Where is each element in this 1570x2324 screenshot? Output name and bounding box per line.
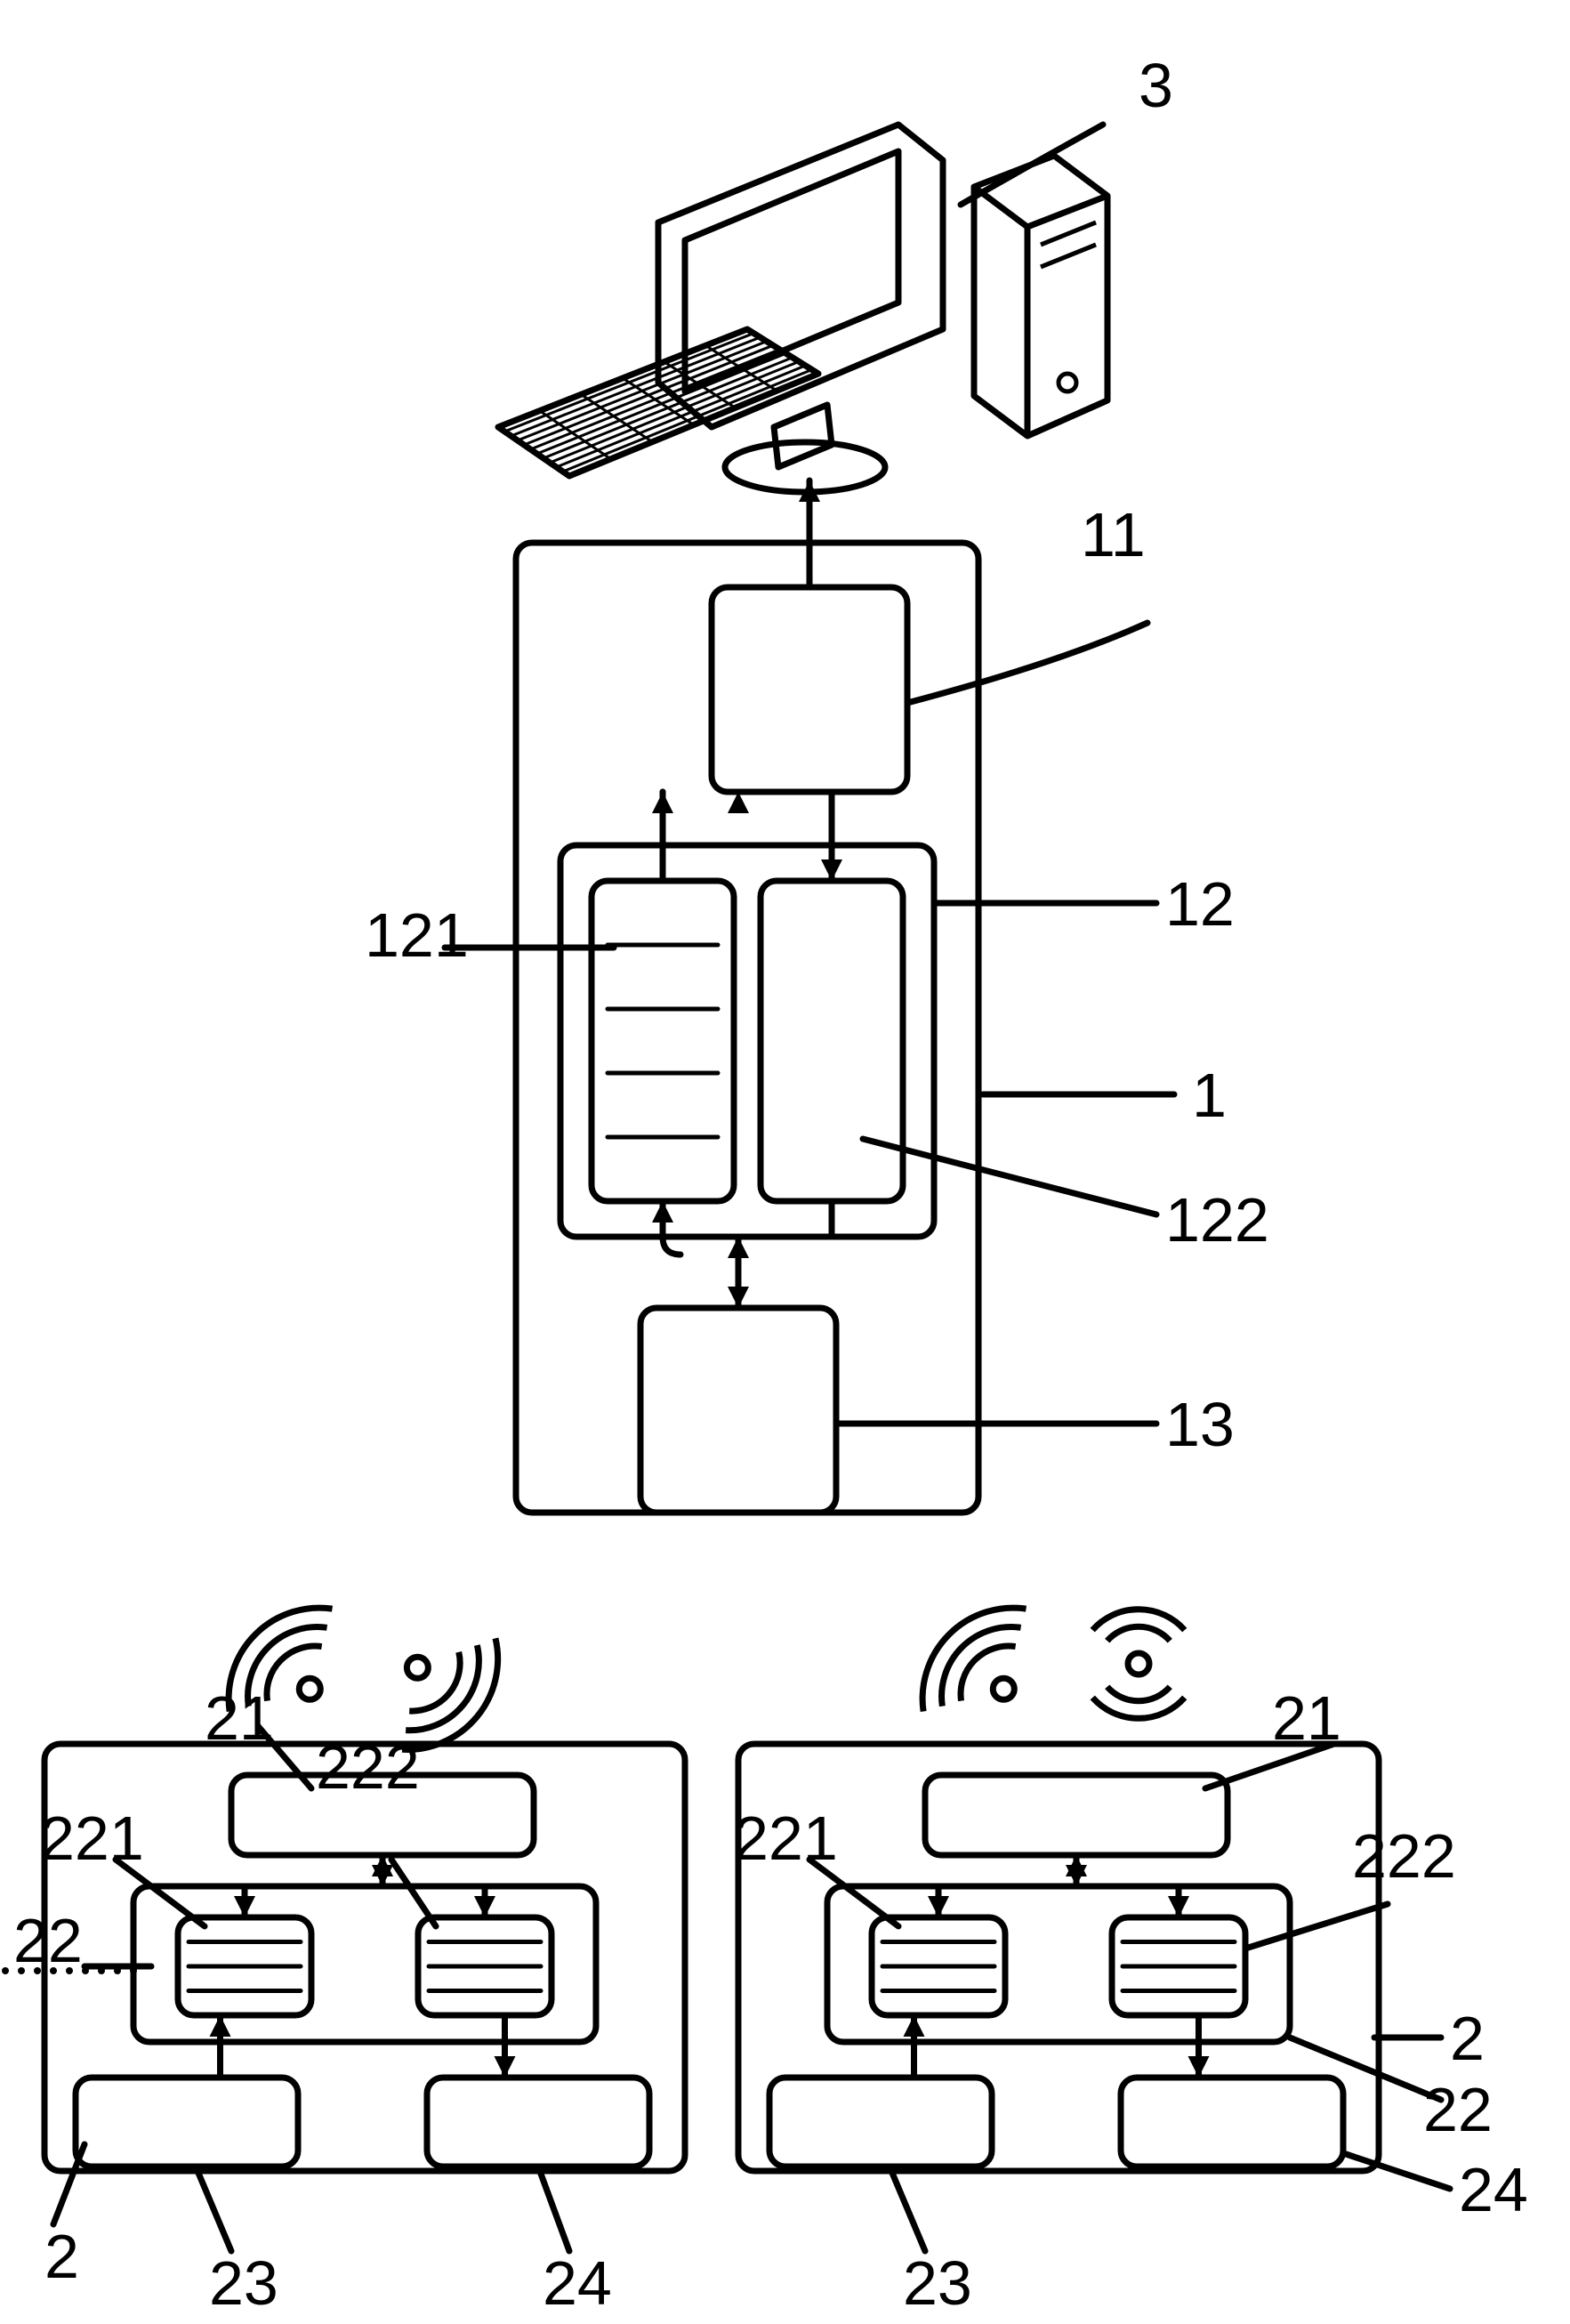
- continuation-dot: [50, 1967, 57, 1974]
- continuation-dot: [34, 1967, 41, 1974]
- ref-21: 21: [1272, 1683, 1341, 1753]
- continuation-dot: [98, 1967, 105, 1974]
- continuation-dot: [82, 1967, 89, 1974]
- ref-121: 121: [365, 900, 469, 970]
- ref-3: 3: [1139, 51, 1173, 120]
- unit1-b13: [640, 1308, 836, 1513]
- computer-icon: [498, 125, 1107, 492]
- ref-21: 21: [205, 1683, 274, 1753]
- ref-23: 23: [903, 2248, 972, 2318]
- unit2-b24: [427, 2078, 649, 2167]
- ref-22: 22: [1423, 2075, 1493, 2144]
- unit1-b122: [761, 881, 903, 1201]
- ref-1: 1: [1192, 1061, 1227, 1130]
- continuation-dot: [114, 1967, 121, 1974]
- ref-222: 222: [1352, 1821, 1456, 1891]
- continuation-dot: [18, 1967, 25, 1974]
- ref-13: 13: [1165, 1390, 1235, 1459]
- unit1-b12: [560, 845, 934, 1237]
- ref-221: 221: [734, 1804, 838, 1873]
- unit2-b21: [925, 1775, 1228, 1855]
- continuation-dot: [130, 1967, 137, 1974]
- unit2-b23: [769, 2078, 992, 2167]
- unit1-b11: [712, 587, 907, 792]
- ref-2: 2: [1450, 2004, 1485, 2073]
- signal-icon: [898, 1583, 1062, 1747]
- ref-122: 122: [1165, 1185, 1269, 1255]
- unit2-b23: [76, 2078, 298, 2167]
- unit1-b121: [592, 881, 734, 1201]
- ref-24: 24: [1459, 2155, 1528, 2224]
- ref-12: 12: [1165, 869, 1235, 939]
- signal-icon: [1092, 1610, 1185, 1719]
- ref-221: 221: [40, 1804, 144, 1873]
- ref-11: 11: [1081, 500, 1146, 569]
- continuation-dot: [2, 1967, 9, 1974]
- ref-2: 2: [44, 2222, 79, 2291]
- ref-22: 22: [13, 1906, 83, 1975]
- ref-222: 222: [316, 1732, 420, 1802]
- ref-23: 23: [209, 2248, 278, 2318]
- ref-24: 24: [543, 2248, 612, 2318]
- unit2-b24: [1121, 2078, 1343, 2167]
- continuation-dot: [66, 1967, 73, 1974]
